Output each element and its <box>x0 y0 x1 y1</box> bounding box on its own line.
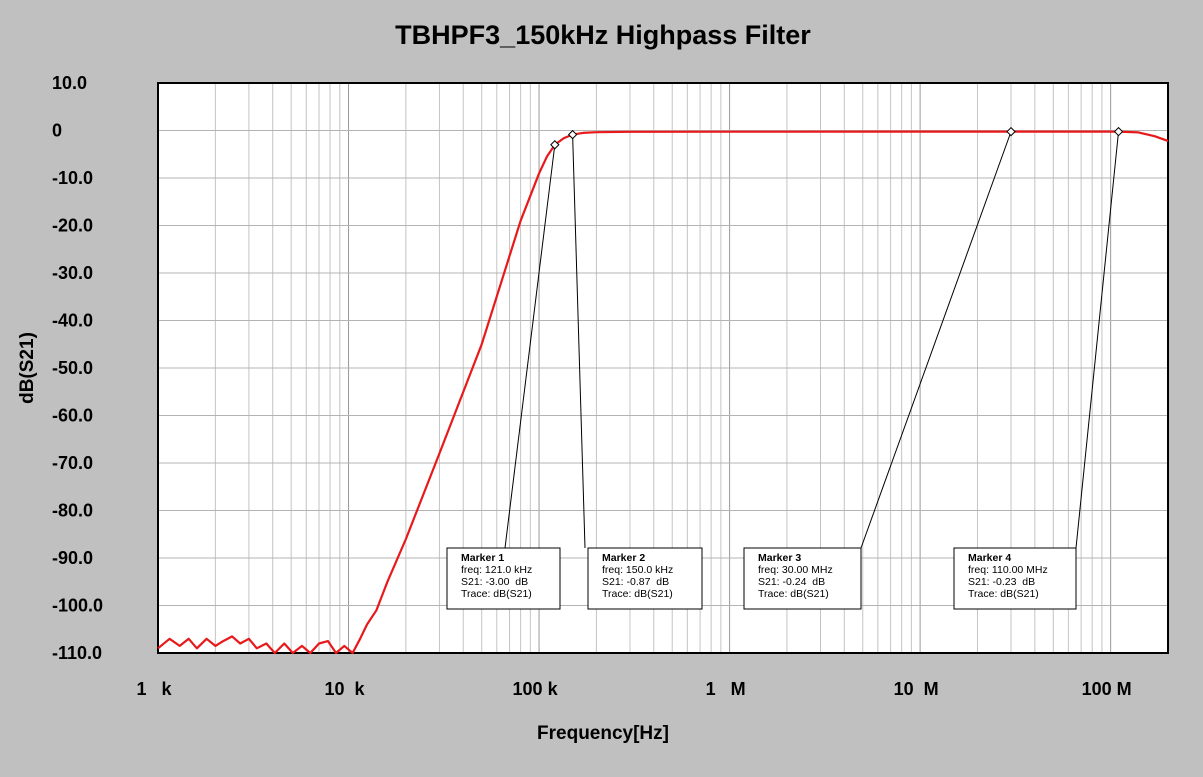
marker-text: S21: -0.24 dB <box>758 576 825 588</box>
y-tick-label: 10.0 <box>52 73 87 93</box>
y-tick-label: -90.0 <box>52 548 93 568</box>
x-tick-label: 10 M <box>894 679 939 699</box>
plot-border <box>157 82 1169 654</box>
y-tick-label: -70.0 <box>52 453 93 473</box>
marker-box-frame <box>587 547 703 610</box>
x-tick-label: 1 k <box>136 679 172 699</box>
marker-box-frame <box>743 547 862 610</box>
marker-text: Marker 1 <box>461 552 504 564</box>
marker-text: Trace: dB(S21) <box>968 588 1039 600</box>
y-tick-label: -20.0 <box>52 216 93 236</box>
y-tick-label: -30.0 <box>52 263 93 283</box>
marker-text: Marker 2 <box>602 552 645 564</box>
series-line <box>157 130 1169 655</box>
y-tick-label: -100.0 <box>52 596 103 616</box>
marker-box-frame <box>953 547 1077 610</box>
x-tick-label: 1 M <box>706 679 746 699</box>
marker-point[interactable] <box>567 129 578 140</box>
y-tick-label: -60.0 <box>52 406 93 426</box>
marker-text: S21: -3.00 dB <box>461 576 528 588</box>
marker-text: Trace: dB(S21) <box>461 588 532 600</box>
marker-text: Marker 4 <box>968 552 1011 564</box>
x-axis-label: Frequency[Hz] <box>537 723 669 744</box>
marker-leader-line <box>504 144 556 549</box>
marker-text: freq: 121.0 kHz <box>461 564 532 576</box>
series-layer <box>157 130 1169 655</box>
marker-text: S21: -0.23 dB <box>968 576 1035 588</box>
y-tick-label: -110.0 <box>52 643 102 663</box>
marker-point[interactable] <box>550 140 560 150</box>
y-tick-labels: 10.0 0 -10.0 -20.0 -30.0 -40.0 -50.0 -60.0 -70.0… <box>52 73 103 663</box>
x-tick-labels: 1 k 10 k 100 k 1 M 10 M 100 M <box>136 679 1131 699</box>
marker-text: freq: 150.0 kHz <box>602 564 673 576</box>
marker-leader-line <box>1075 131 1120 549</box>
marker-point[interactable] <box>1006 126 1016 137</box>
x-tick-label: 100 M <box>1082 679 1132 699</box>
chart-title: TBHPF3_150kHz Highpass Filter <box>395 20 811 50</box>
marker-text: Trace: dB(S21) <box>758 588 829 600</box>
x-tick-label: 100 k <box>513 679 559 699</box>
y-tick-label: -50.0 <box>52 358 93 378</box>
y-axis-label: dB(S21) <box>17 332 38 404</box>
y-tick-label: -80.0 <box>52 501 93 521</box>
y-tick-label: -40.0 <box>52 311 93 331</box>
marker-leader-line <box>572 134 586 549</box>
marker-text: S21: -0.87 dB <box>602 576 669 588</box>
marker-text: freq: 110.00 MHz <box>968 564 1048 576</box>
x-tick-label: 10 k <box>325 679 366 699</box>
marker-box-frame <box>446 547 561 610</box>
marker-text: Marker 3 <box>758 552 801 564</box>
marker-text: freq: 30.00 MHz <box>758 564 833 576</box>
marker-point[interactable] <box>1113 126 1124 137</box>
marker-leader-line <box>860 131 1012 549</box>
marker-text: Trace: dB(S21) <box>602 588 673 600</box>
y-tick-label: 0 <box>52 121 62 141</box>
y-tick-label: -10.0 <box>52 168 93 188</box>
